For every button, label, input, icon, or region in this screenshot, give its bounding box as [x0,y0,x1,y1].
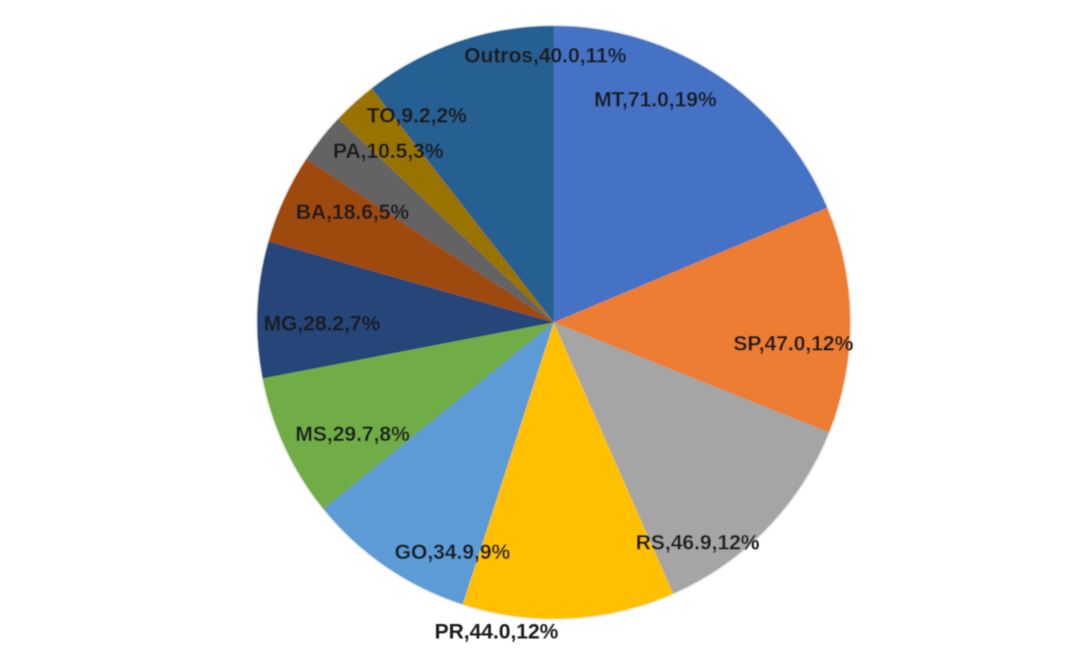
svg-text:SP,47.0,12%: SP,47.0,12% [733,333,853,356]
svg-text:Outros,40.0,11%: Outros,40.0,11% [464,45,627,68]
svg-text:MS,29.7,8%: MS,29.7,8% [295,423,410,446]
svg-text:RS,46.9,12%: RS,46.9,12% [636,531,760,554]
svg-text:MT,71.0,19%: MT,71.0,19% [594,88,717,111]
svg-text:BA,18.6,5%: BA,18.6,5% [296,201,410,224]
svg-text:PA,10.5,3%: PA,10.5,3% [333,140,444,163]
svg-text:MG,28.2,7%: MG,28.2,7% [264,313,381,336]
svg-text:GO,34.9,9%: GO,34.9,9% [395,541,511,564]
svg-text:TO,9.2,2%: TO,9.2,2% [367,105,467,128]
svg-text:PR,44.0,12%: PR,44.0,12% [435,621,559,644]
